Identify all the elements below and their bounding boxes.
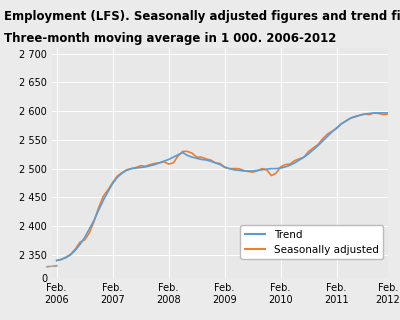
Legend: Trend, Seasonally adjusted: Trend, Seasonally adjusted [240, 225, 383, 259]
Text: Employment (LFS). Seasonally adjusted figures and trend figures.: Employment (LFS). Seasonally adjusted fi… [4, 10, 400, 23]
Text: Three-month moving average in 1 000. 2006-2012: Three-month moving average in 1 000. 200… [4, 32, 336, 45]
